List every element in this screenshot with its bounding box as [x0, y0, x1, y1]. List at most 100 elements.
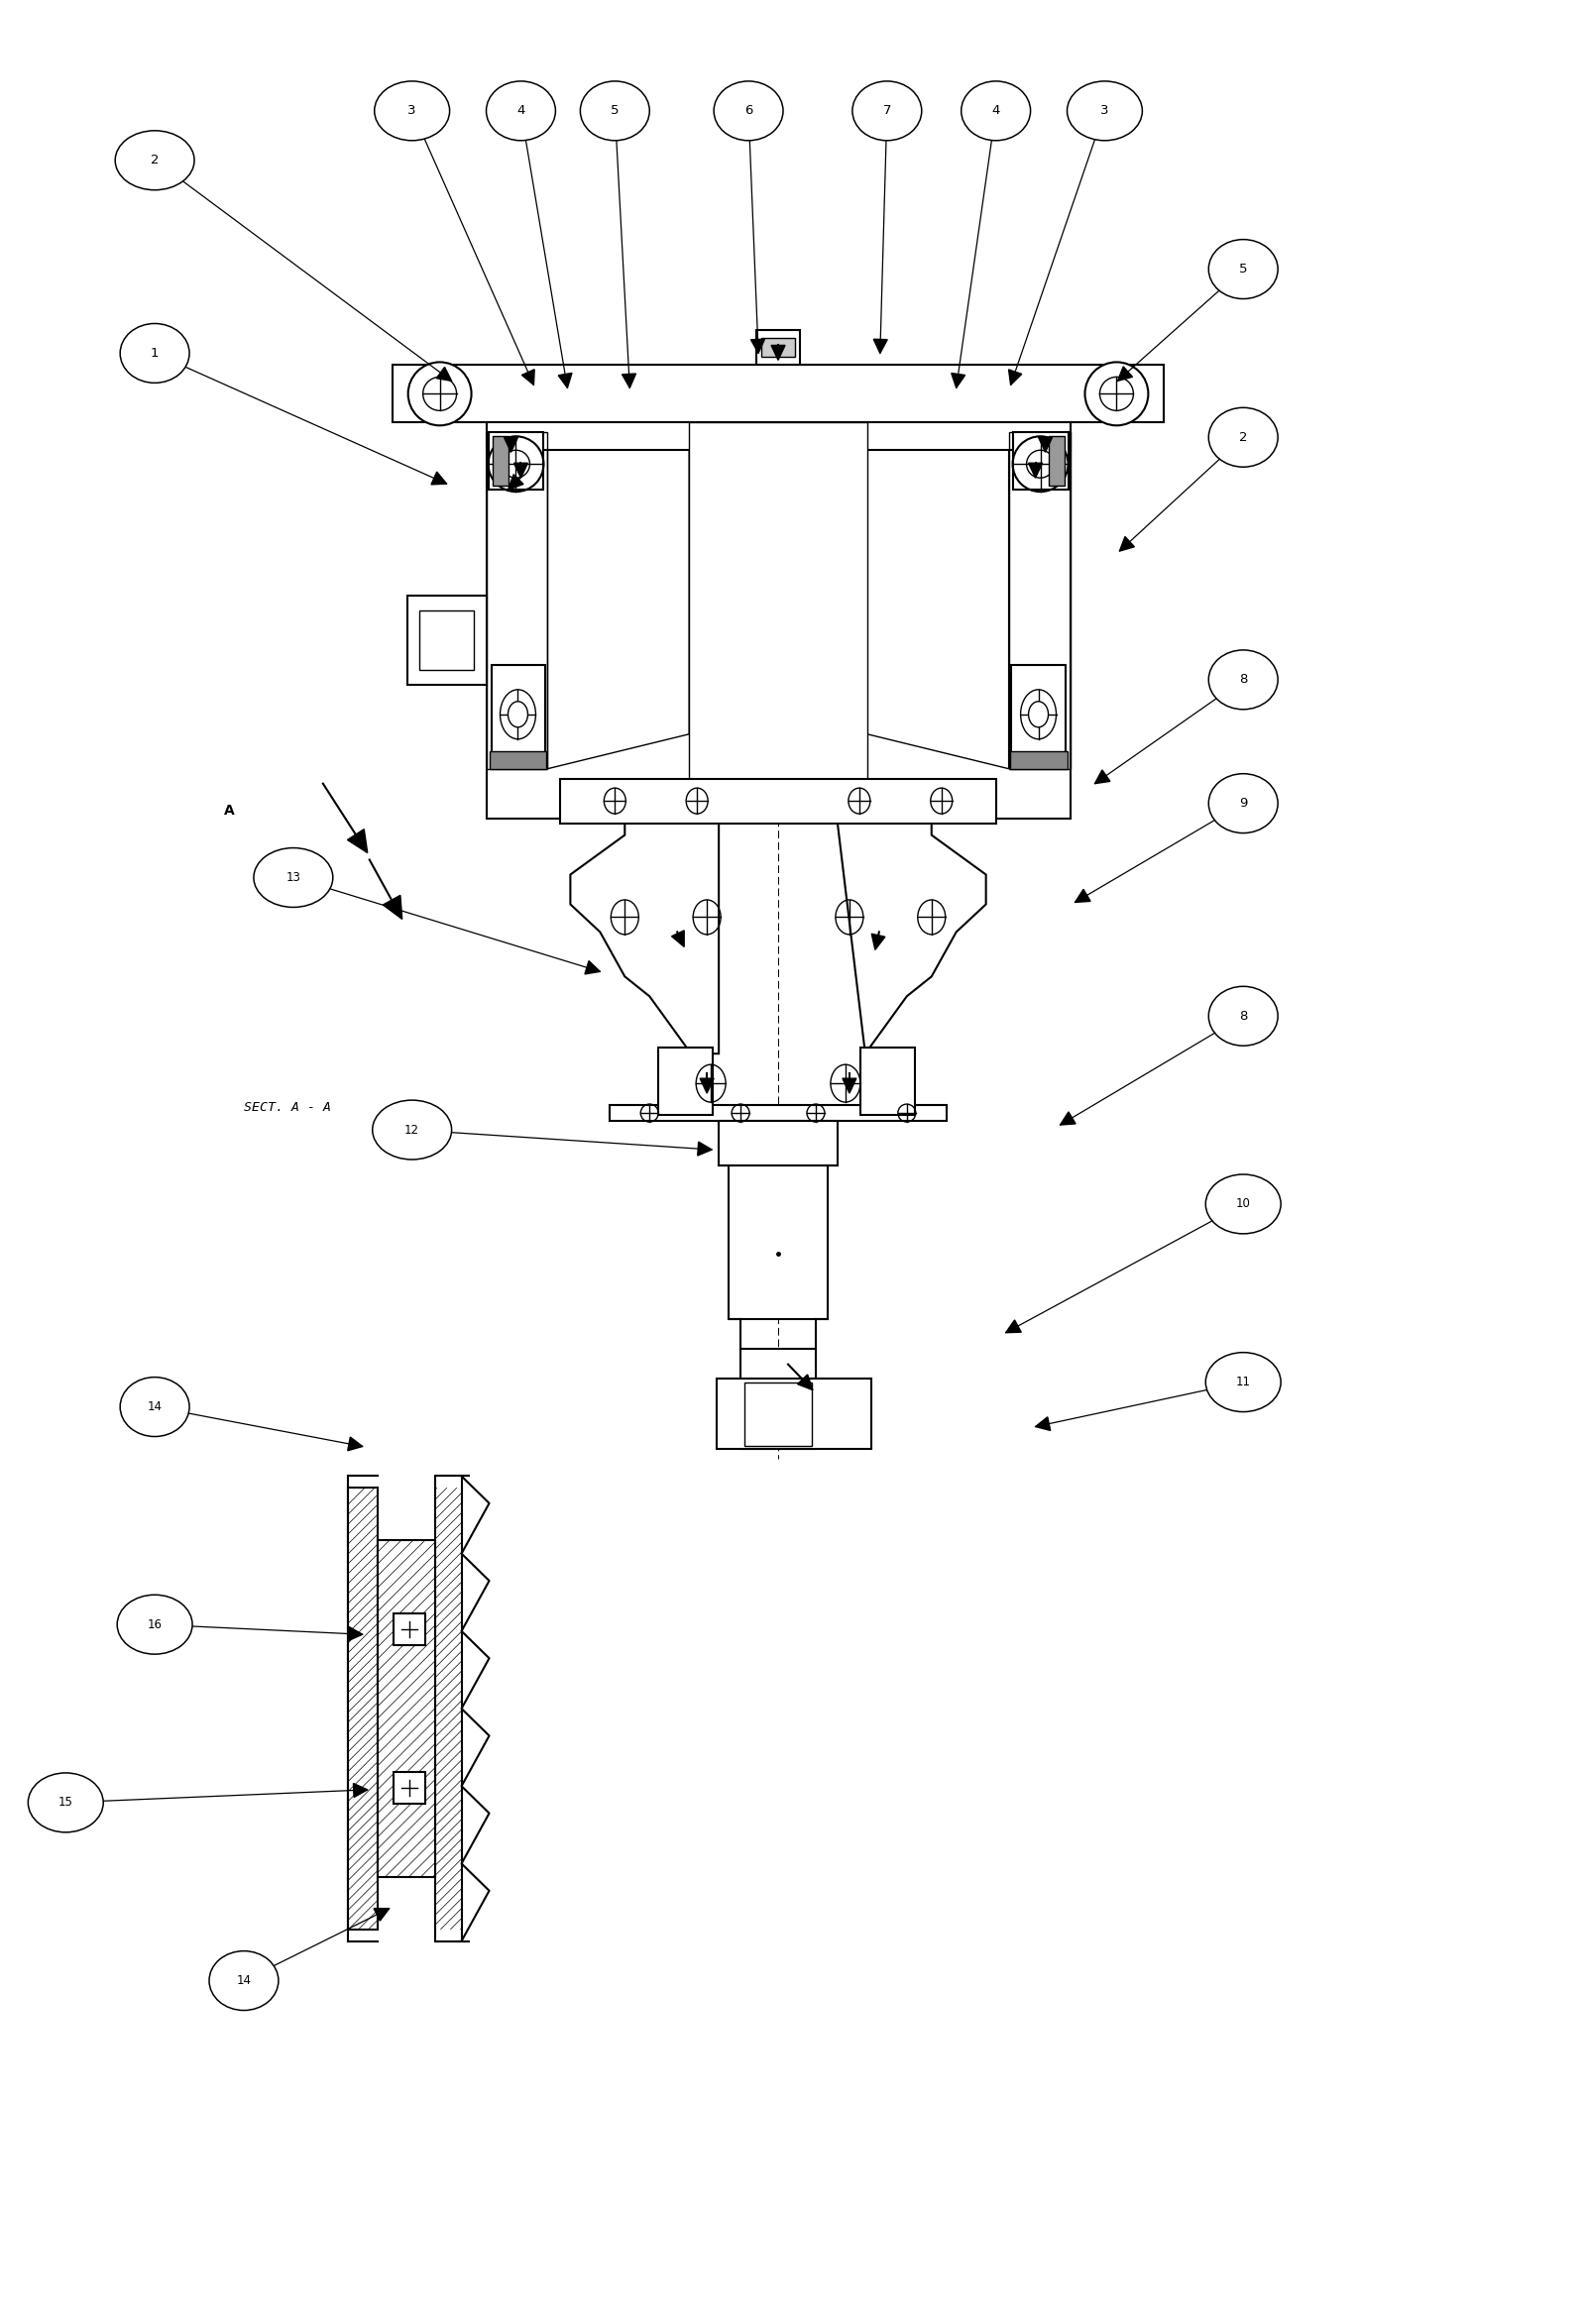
Ellipse shape	[1067, 81, 1142, 139]
Text: 1: 1	[151, 346, 159, 360]
Text: 15: 15	[59, 1796, 73, 1808]
Text: 8: 8	[1239, 674, 1247, 686]
Polygon shape	[622, 374, 636, 388]
Circle shape	[408, 363, 471, 425]
Polygon shape	[1006, 1320, 1021, 1332]
Polygon shape	[571, 823, 718, 1053]
Ellipse shape	[580, 81, 650, 139]
Bar	[393, 1613, 425, 1645]
Bar	[741, 1348, 815, 1450]
Ellipse shape	[852, 81, 921, 139]
Ellipse shape	[374, 81, 450, 139]
Text: 4: 4	[991, 105, 1001, 116]
Polygon shape	[522, 370, 534, 386]
Bar	[1013, 432, 1067, 490]
Polygon shape	[585, 960, 600, 974]
Polygon shape	[750, 339, 764, 353]
Bar	[717, 1378, 871, 1450]
Bar	[728, 1164, 828, 1318]
Text: 14: 14	[147, 1401, 162, 1413]
Bar	[757, 330, 799, 365]
Ellipse shape	[209, 1950, 279, 2010]
Bar	[393, 1771, 425, 1803]
Polygon shape	[514, 462, 528, 479]
Text: 13: 13	[285, 872, 301, 883]
Polygon shape	[504, 437, 519, 453]
Polygon shape	[771, 346, 785, 360]
Polygon shape	[349, 1627, 363, 1641]
Text: 8: 8	[1239, 1009, 1247, 1023]
Text: 11: 11	[1235, 1376, 1251, 1387]
Ellipse shape	[1209, 774, 1278, 832]
Bar	[347, 1487, 377, 1929]
Ellipse shape	[121, 1378, 189, 1436]
Ellipse shape	[116, 130, 195, 191]
Polygon shape	[547, 432, 688, 769]
Bar	[688, 423, 868, 818]
Text: SECT. A - A: SECT. A - A	[244, 1102, 331, 1113]
Bar	[488, 751, 547, 769]
Polygon shape	[1028, 462, 1042, 479]
Ellipse shape	[714, 81, 783, 139]
Polygon shape	[698, 1141, 712, 1155]
Bar	[1048, 437, 1064, 486]
Polygon shape	[436, 367, 452, 381]
Bar	[860, 1048, 915, 1116]
Polygon shape	[347, 1436, 363, 1450]
Bar	[392, 365, 1164, 423]
Text: 12: 12	[404, 1122, 419, 1136]
Polygon shape	[1009, 370, 1021, 386]
Polygon shape	[431, 472, 447, 483]
Polygon shape	[382, 895, 403, 918]
Ellipse shape	[1209, 651, 1278, 709]
Bar	[492, 665, 546, 765]
Ellipse shape	[373, 1099, 452, 1160]
Text: 4: 4	[517, 105, 525, 116]
Bar	[487, 432, 547, 769]
Text: 10: 10	[1235, 1197, 1251, 1211]
Bar	[1009, 432, 1071, 769]
Text: 14: 14	[236, 1973, 251, 1987]
Ellipse shape	[121, 323, 189, 383]
Polygon shape	[1075, 890, 1091, 902]
Polygon shape	[952, 374, 966, 388]
Ellipse shape	[29, 1773, 103, 1831]
Bar	[1010, 665, 1066, 765]
Bar	[435, 1476, 462, 1941]
Polygon shape	[1039, 437, 1052, 453]
Polygon shape	[837, 823, 986, 1053]
Text: A: A	[224, 804, 235, 818]
Ellipse shape	[1205, 1353, 1281, 1411]
Bar	[492, 437, 508, 486]
Text: 2: 2	[151, 153, 159, 167]
Ellipse shape	[1209, 407, 1278, 467]
Bar	[487, 423, 1071, 818]
Text: 7: 7	[883, 105, 891, 116]
Ellipse shape	[254, 848, 333, 906]
Ellipse shape	[1028, 702, 1048, 727]
Bar	[560, 779, 996, 823]
Text: 3: 3	[1101, 105, 1109, 116]
Polygon shape	[874, 339, 888, 353]
Polygon shape	[798, 1373, 812, 1390]
Text: 6: 6	[744, 105, 753, 116]
Text: 9: 9	[1239, 797, 1247, 809]
Text: 3: 3	[408, 105, 416, 116]
Polygon shape	[872, 934, 885, 951]
Text: 2: 2	[1239, 430, 1248, 444]
Polygon shape	[1120, 537, 1134, 551]
Ellipse shape	[1205, 1174, 1281, 1234]
Polygon shape	[1094, 769, 1110, 783]
Bar	[419, 611, 473, 669]
Text: 5: 5	[611, 105, 619, 116]
Ellipse shape	[487, 81, 555, 139]
Ellipse shape	[1209, 985, 1278, 1046]
Bar	[658, 1048, 712, 1116]
Polygon shape	[558, 374, 573, 388]
Bar	[611, 1106, 947, 1120]
Polygon shape	[671, 930, 684, 946]
Bar	[408, 595, 487, 686]
Ellipse shape	[961, 81, 1031, 139]
Bar	[761, 339, 795, 358]
Polygon shape	[347, 830, 368, 853]
